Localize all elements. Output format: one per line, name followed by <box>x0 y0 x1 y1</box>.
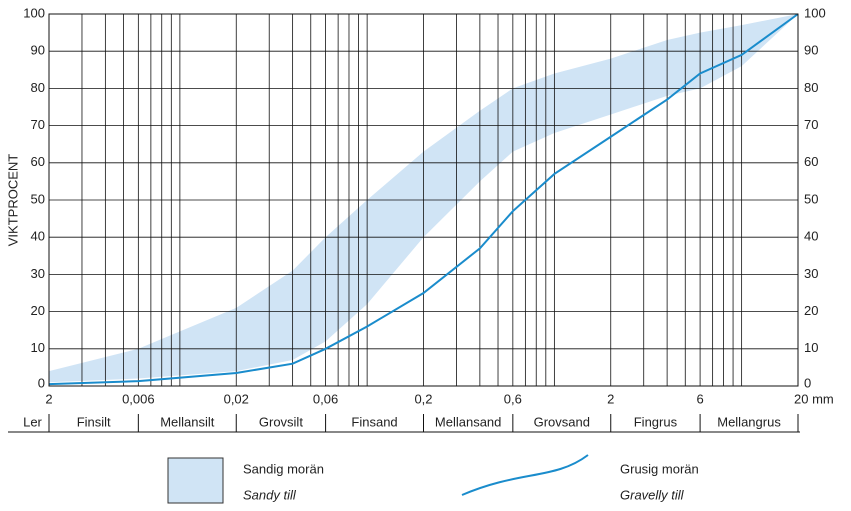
fraction-label: Finsilt <box>77 414 111 429</box>
fraction-label: Mellansilt <box>160 414 215 429</box>
y-tick-label: 60 <box>31 154 45 169</box>
x-tick-label: 0,02 <box>224 391 249 406</box>
x-tick-label: 2 <box>45 391 52 406</box>
legend-label: Sandig morän <box>243 461 324 476</box>
y-tick-label: 10 <box>31 340 45 355</box>
fraction-label: Grovsand <box>534 414 590 429</box>
y-tick-label-right: 70 <box>804 117 818 132</box>
y-tick-label-right: 10 <box>804 340 818 355</box>
y-tick-label-right: 100 <box>804 5 826 20</box>
y-tick-label: 80 <box>31 80 45 95</box>
y-tick-label: 0 <box>38 375 45 390</box>
legend-label: Grusig morän <box>620 461 699 476</box>
fraction-label: Finsand <box>351 414 397 429</box>
y-tick-label: 70 <box>31 117 45 132</box>
gravelly-till-line <box>48 13 799 386</box>
fraction-label: Mellansand <box>435 414 502 429</box>
plot-frame <box>48 13 799 387</box>
y-tick-label-right: 40 <box>804 229 818 244</box>
x-tick-label: 20 mm <box>794 391 834 406</box>
legend-line-swatch <box>461 454 589 496</box>
y-tick-label-right: 80 <box>804 80 818 95</box>
fraction-label: Mellangrus <box>717 414 781 429</box>
y-tick-label: 100 <box>23 5 45 20</box>
y-axis-label: VIKTPROCENT <box>5 154 20 247</box>
x-tick-label: 0,2 <box>414 391 432 406</box>
legend-band-swatch <box>167 457 224 504</box>
y-tick-label: 90 <box>31 43 45 58</box>
legend-label-en: Sandy till <box>243 487 297 502</box>
grid-layer <box>48 13 799 387</box>
fraction-label: Ler <box>23 414 42 429</box>
y-tick-label: 30 <box>31 266 45 281</box>
y-tick-label: 40 <box>31 229 45 244</box>
y-tick-label-right: 30 <box>804 266 818 281</box>
y-tick-label: 20 <box>31 303 45 318</box>
fraction-label: Fingrus <box>634 414 678 429</box>
y-tick-label-right: 60 <box>804 154 818 169</box>
legend-label-en: Gravelly till <box>620 487 685 502</box>
x-tick-label: 0,06 <box>313 391 338 406</box>
y-tick-label-right: 90 <box>804 43 818 58</box>
line-layer <box>48 13 799 386</box>
y-tick-label-right: 20 <box>804 303 818 318</box>
x-tick-label: 6 <box>696 391 703 406</box>
y-tick-label-right: 50 <box>804 191 818 206</box>
y-tick-label-right: 0 <box>804 375 811 390</box>
x-tick-label: 0,6 <box>504 391 522 406</box>
x-tick-label: 2 <box>607 391 614 406</box>
x-tick-label: 0,006 <box>122 391 155 406</box>
fraction-label: Grovsilt <box>259 414 303 429</box>
y-tick-label: 50 <box>31 191 45 206</box>
